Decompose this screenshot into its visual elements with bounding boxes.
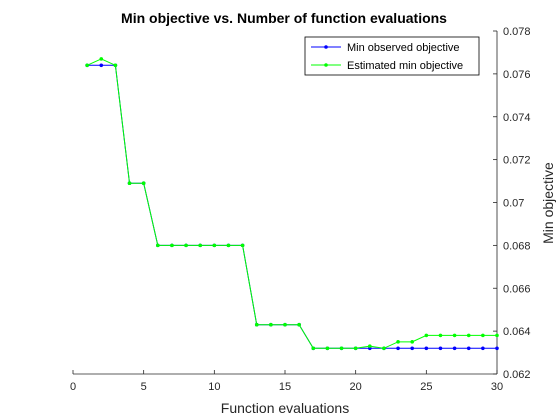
y-tick-label: 0.062 (503, 369, 531, 381)
series-1-point (481, 333, 485, 338)
series-1-point (85, 63, 89, 68)
series-1-point (382, 346, 386, 351)
series-1-point (283, 322, 287, 327)
series-1-point (495, 333, 499, 338)
y-tick-label: 0.066 (503, 283, 531, 295)
series-1-point (127, 181, 132, 186)
series-1-point (99, 57, 104, 61)
y-tick-label: 0.076 (503, 69, 531, 81)
x-tick-label: 0 (70, 381, 76, 393)
y-tick-label: 0.068 (503, 240, 531, 252)
y-axis-title: Min objective (540, 162, 556, 244)
series-1-point (311, 346, 316, 351)
series-1-point (212, 243, 217, 248)
series-1-point (156, 243, 160, 248)
series-1-point (353, 346, 358, 351)
legend-box (304, 36, 480, 76)
series-0-point (481, 346, 485, 351)
series-1-point (466, 333, 471, 338)
series-0-point (99, 63, 104, 68)
series-0-point (410, 346, 415, 351)
series-layer (85, 57, 499, 351)
series-0-point (495, 346, 499, 351)
y-tick-label: 0.064 (503, 326, 531, 338)
y-tick-label: 0.07 (503, 198, 524, 210)
legend-label-observed: Min observed objective (347, 42, 460, 54)
series-1-point (438, 333, 443, 338)
legend-label-estimated: Estimated min objective (347, 60, 463, 72)
series-1-point (410, 340, 415, 344)
series-0-point (424, 346, 429, 351)
y-tick-label: 0.078 (503, 26, 531, 38)
x-tick-label: 25 (420, 381, 432, 393)
series-line-1 (86, 58, 497, 349)
legend-marker-estimated (324, 63, 328, 67)
y-tick-label: 0.074 (503, 112, 531, 124)
series-1-point (269, 322, 273, 327)
series-1-point (198, 243, 202, 248)
x-tick-label: 10 (208, 381, 220, 393)
x-tick-label: 15 (279, 381, 291, 393)
series-1-point (325, 346, 330, 351)
series-1-point (297, 322, 301, 327)
series-1-point (240, 243, 245, 248)
series-1-point (424, 333, 429, 338)
plot-area (73, 31, 497, 374)
series-1-point (452, 333, 457, 338)
chart-title: Min objective vs. Number of function eva… (121, 10, 447, 26)
series-1-point (368, 344, 372, 348)
series-1-point (184, 243, 188, 248)
axes: 0 5 10 15 20 25 300.062 0.064 0.066 0.068 0.07 0.07… (70, 26, 531, 393)
series-0-point (438, 346, 443, 351)
x-tick-label: 5 (141, 381, 147, 393)
series-1-point (170, 243, 174, 248)
x-tick-label: 30 (491, 381, 503, 393)
legend-marker-observed (324, 45, 328, 49)
legend: Min observed objective Estimated min obj… (304, 36, 480, 76)
series-0-point (466, 346, 471, 351)
x-tick-label: 20 (350, 381, 362, 393)
series-0-point (396, 346, 400, 351)
x-axis-title: Function evaluations (221, 400, 349, 416)
series-1-point (226, 243, 231, 248)
series-1-point (396, 340, 400, 344)
y-tick-label: 0.072 (503, 155, 531, 167)
series-1-point (254, 322, 259, 327)
series-1-point (339, 346, 344, 351)
series-1-point (113, 63, 118, 68)
series-1-point (141, 181, 146, 186)
series-0-point (452, 346, 457, 351)
